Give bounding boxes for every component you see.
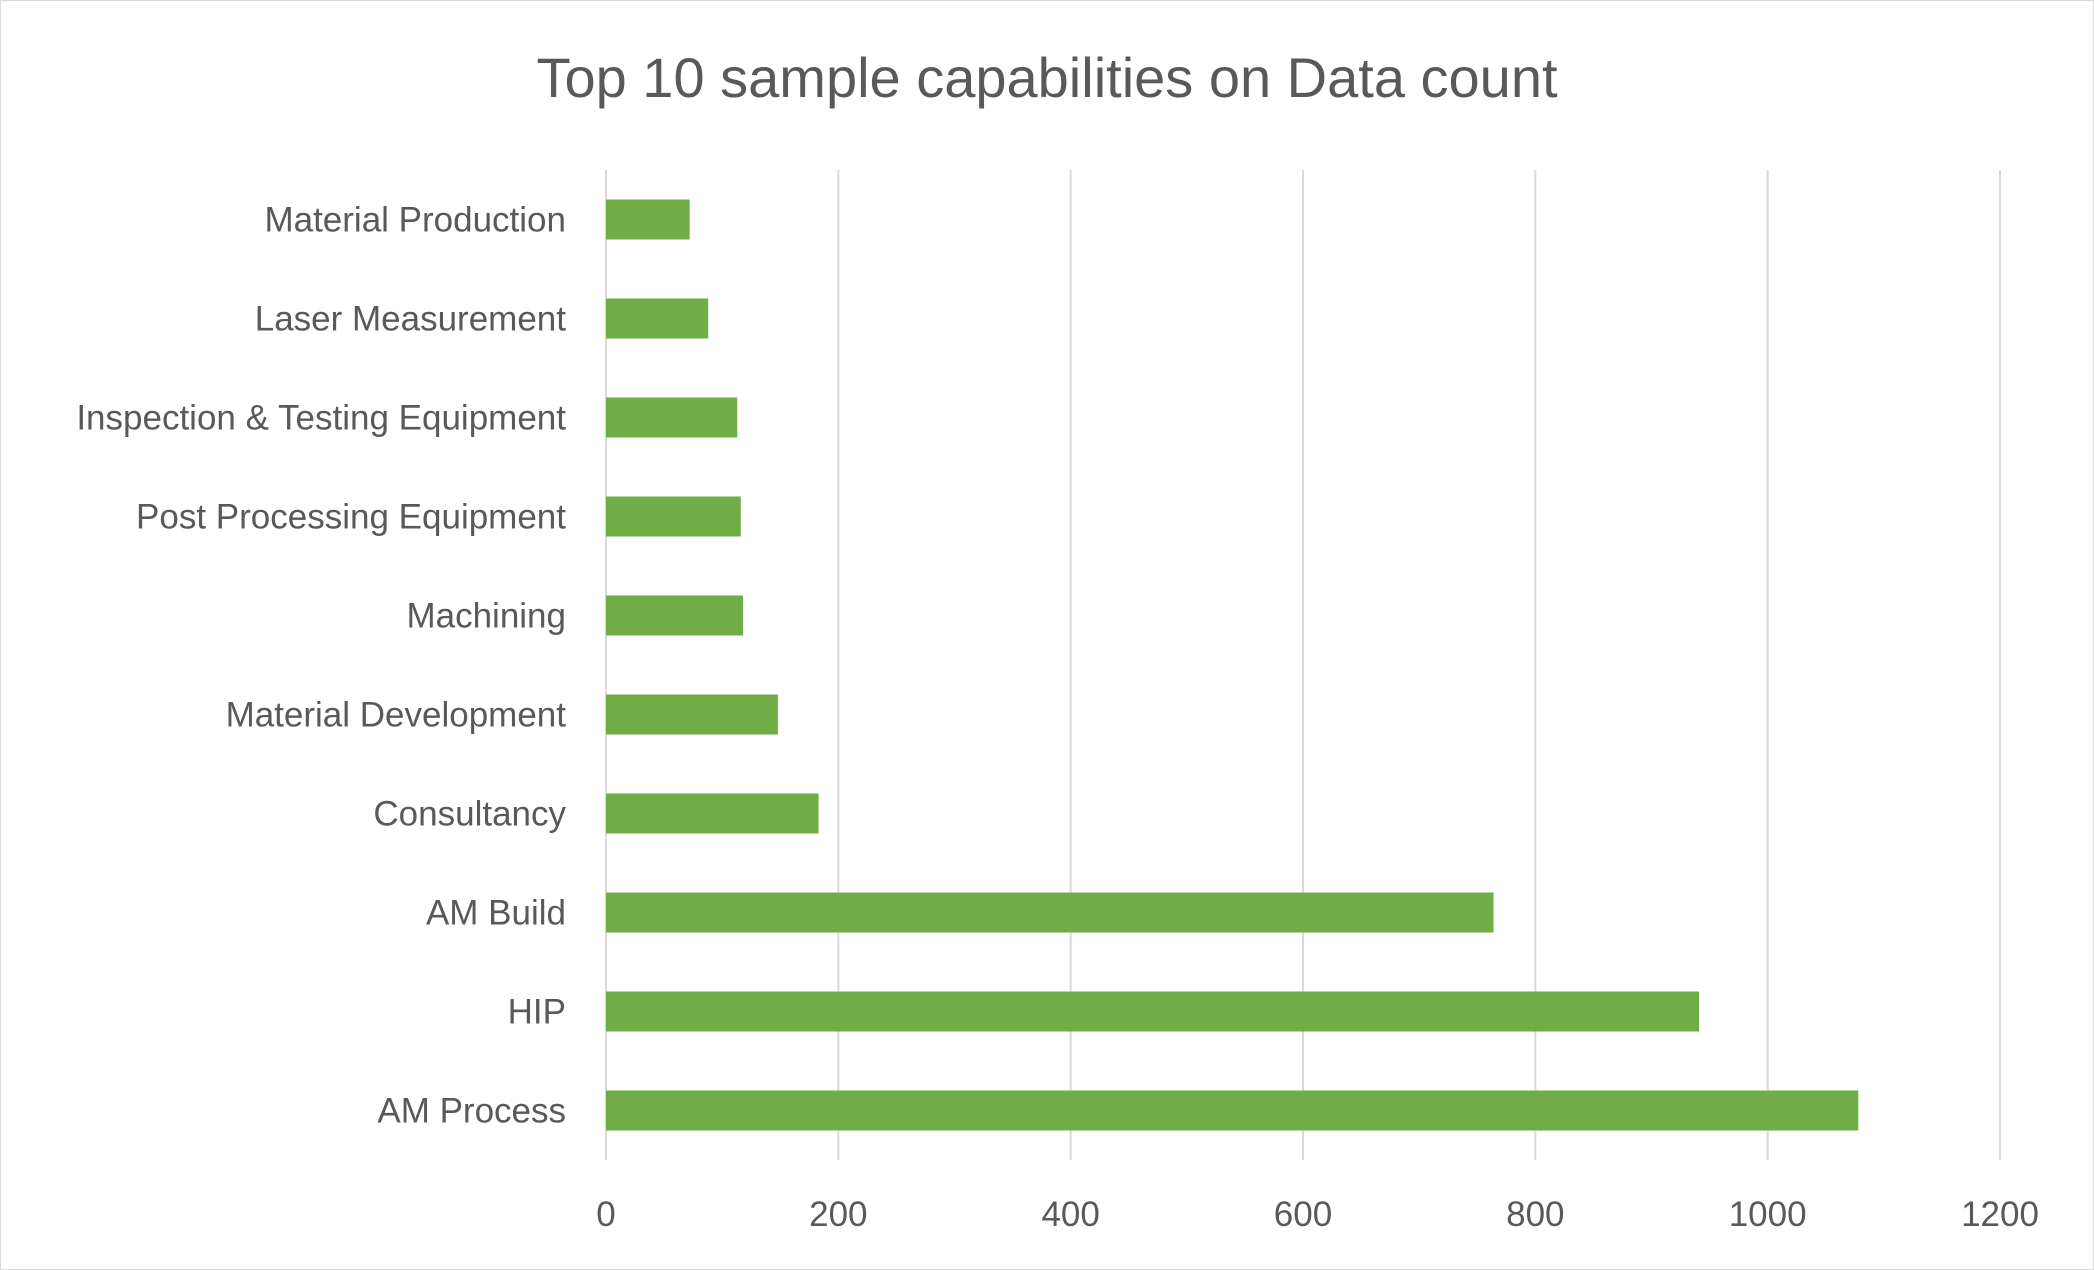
category-label: Material Development xyxy=(226,696,567,735)
x-tick-label: 1200 xyxy=(1961,1195,2039,1234)
category-label: Laser Measurement xyxy=(255,300,567,339)
x-tick-label: 400 xyxy=(1041,1195,1099,1234)
category-label: AM Build xyxy=(426,894,566,933)
bar xyxy=(606,991,1700,1032)
category-label: Post Processing Equipment xyxy=(136,498,566,537)
bar xyxy=(606,397,738,438)
bar xyxy=(606,595,744,636)
x-tick-label: 0 xyxy=(596,1195,615,1234)
bar xyxy=(606,1090,1859,1131)
bar xyxy=(606,496,741,537)
x-tick-label: 200 xyxy=(809,1195,867,1234)
bar xyxy=(606,199,690,240)
x-tick-label: 600 xyxy=(1274,1195,1332,1234)
x-tick-label: 1000 xyxy=(1729,1195,1807,1234)
bar xyxy=(606,298,709,339)
x-tick-label: 800 xyxy=(1506,1195,1564,1234)
x-tick-labels: 0 200 400 600 800 1000 1200 xyxy=(596,1195,2039,1234)
category-label: AM Process xyxy=(377,1092,566,1131)
chart-title: Top 10 sample capabilities on Data count xyxy=(536,46,1558,109)
bar xyxy=(606,694,778,735)
category-label: Consultancy xyxy=(373,795,566,834)
category-label: Material Production xyxy=(264,201,566,240)
bar xyxy=(606,793,819,834)
category-label: Inspection & Testing Equipment xyxy=(76,399,566,438)
bar xyxy=(606,892,1494,933)
category-label: HIP xyxy=(508,993,566,1032)
category-labels: Material Production Laser Measurement Insp… xyxy=(76,201,566,1131)
bars xyxy=(606,199,1859,1131)
category-label: Machining xyxy=(406,597,566,636)
